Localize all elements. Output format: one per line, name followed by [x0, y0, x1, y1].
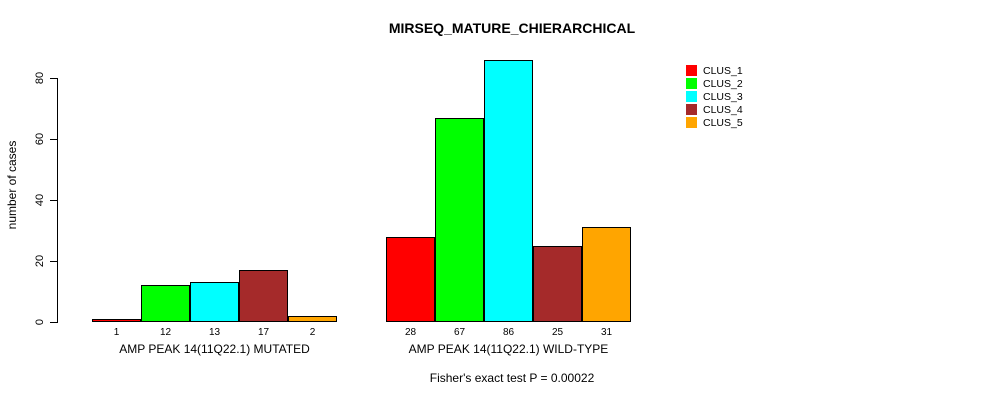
legend-label: CLUS_4 — [703, 103, 743, 116]
legend-label: CLUS_1 — [703, 64, 743, 77]
legend-item: CLUS_5 — [686, 116, 743, 129]
bar-value-label: 17 — [257, 327, 270, 338]
bar — [239, 270, 288, 322]
y-tick — [50, 322, 57, 323]
y-tick-label: 20 — [34, 254, 46, 268]
bar-value-label: 2 — [309, 327, 316, 338]
bar-value-label: 28 — [404, 327, 417, 338]
bar-value-label: 86 — [502, 327, 515, 338]
bar-value-label: 1 — [113, 327, 120, 338]
fisher-test-annotation: Fisher's exact test P = 0.00022 — [429, 371, 595, 385]
y-tick-label: 80 — [34, 71, 46, 85]
legend-label: CLUS_5 — [703, 116, 743, 129]
bar-value-label: 25 — [551, 327, 564, 338]
y-tick — [50, 200, 57, 201]
y-tick — [50, 139, 57, 140]
group-label: AMP PEAK 14(11Q22.1) MUTATED — [119, 342, 310, 356]
legend-label: CLUS_3 — [703, 90, 743, 103]
bar — [533, 246, 582, 322]
bar — [484, 60, 533, 322]
bar — [190, 282, 239, 322]
legend-swatch — [686, 117, 697, 128]
legend-item: CLUS_4 — [686, 103, 743, 116]
bar — [435, 118, 484, 322]
bar — [288, 316, 337, 322]
legend-swatch — [686, 104, 697, 115]
bar — [582, 227, 631, 322]
group-label: AMP PEAK 14(11Q22.1) WILD-TYPE — [408, 342, 609, 356]
y-tick-label: 60 — [34, 132, 46, 146]
legend-label: CLUS_2 — [703, 77, 743, 90]
legend: CLUS_1 CLUS_2 CLUS_3 CLUS_4 CLUS_5 — [686, 64, 743, 129]
bar — [92, 319, 141, 322]
bar — [386, 237, 435, 322]
chart-title: MIRSEQ_MATURE_CHIERARCHICAL — [388, 20, 636, 36]
y-tick-label: 0 — [34, 318, 46, 326]
y-tick — [50, 78, 57, 79]
legend-item: CLUS_1 — [686, 64, 743, 77]
legend-item: CLUS_2 — [686, 77, 743, 90]
bar — [141, 285, 190, 322]
legend-swatch — [686, 78, 697, 89]
legend-item: CLUS_3 — [686, 90, 743, 103]
bar-value-label: 12 — [159, 327, 172, 338]
bar-value-label: 67 — [453, 327, 466, 338]
y-tick — [50, 261, 57, 262]
y-axis-line — [57, 78, 58, 323]
bar-value-label: 13 — [208, 327, 221, 338]
legend-swatch — [686, 91, 697, 102]
legend-swatch — [686, 65, 697, 76]
y-tick-label: 40 — [34, 193, 46, 207]
bar-value-label: 31 — [600, 327, 613, 338]
